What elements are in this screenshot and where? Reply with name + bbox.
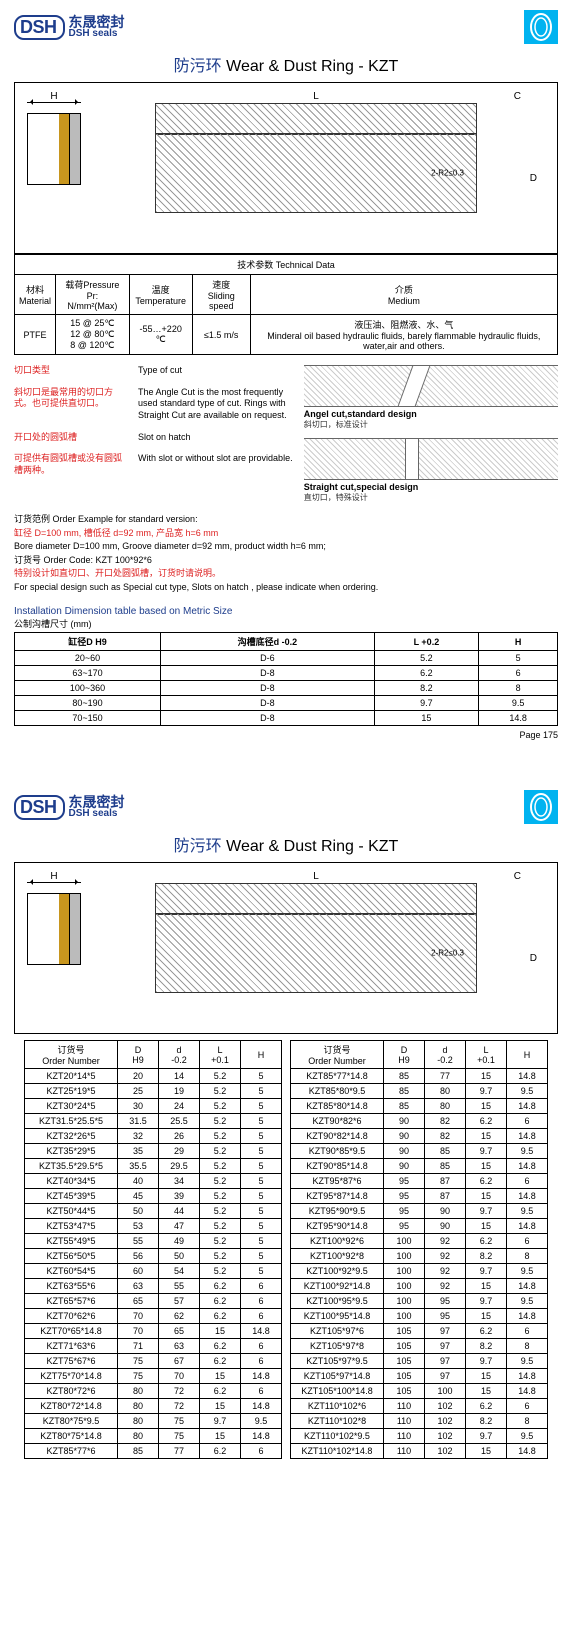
cut-h2-cn: 开口处的圆弧槽	[14, 432, 124, 444]
angle-en: Angel cut,standard design	[304, 409, 417, 419]
page-2: DSH 东晟密封 DSH seals 防污环 Wear & Dust Ring …	[0, 780, 572, 1469]
logo-right-icon	[524, 10, 558, 44]
dim-table: 缸径D H9沟槽底径d -0.2L +0.2H20~60D-65.2563~17…	[14, 632, 558, 726]
angle-cn: 斜切口，标准设计	[304, 420, 368, 429]
cut-h2-en: Slot on hatch	[138, 432, 294, 444]
install-header: Installation Dimension table based on Me…	[14, 606, 558, 617]
tech-diagram: H L C 2-R2≤0.3 D	[14, 862, 558, 1034]
dim-L: L	[313, 91, 319, 102]
cut-h-cn: 切口类型	[14, 365, 124, 377]
order-example: 订货范例 Order Example for standard version:…	[14, 513, 558, 594]
straight-en: Straight cut,special design	[304, 482, 419, 492]
install-sub: 公制沟槽尺寸 (mm)	[14, 617, 558, 630]
straight-cut-diagram	[304, 438, 558, 480]
cut-section: 切口类型 Type of cut 斜切口是最常用的切口方式。也可提供直切口。 The…	[14, 365, 558, 503]
dim-H: H	[27, 91, 81, 102]
cut-p1-en: The Angle Cut is the most frequently use…	[138, 387, 294, 422]
logo-en: DSH seals	[69, 29, 125, 39]
logo-dsh: DSH	[14, 795, 65, 820]
straight-cn: 直切口，特殊设计	[304, 493, 368, 502]
page-1: DSH 东晟密封 DSH seals 防污环 Wear & Dust Ring …	[0, 0, 572, 750]
order-table-right: 订货号Order NumberDH9d-0.2L+0.1HKZT85*77*14…	[290, 1040, 548, 1459]
page-title: 防污环 Wear & Dust Ring - KZT	[14, 52, 558, 76]
cut-h-en: Type of cut	[138, 365, 294, 377]
cut-p2-cn: 可提供有圆弧槽或没有圆弧槽两种。	[14, 453, 124, 476]
logo-left: DSH 东晟密封 DSH seals	[14, 15, 125, 40]
logo-right-icon	[524, 790, 558, 824]
order-table-left: 订货号Order NumberDH9d-0.2L+0.1HKZT20*14*52…	[24, 1040, 282, 1459]
dim-D: D	[530, 173, 537, 184]
page-number: Page 175	[14, 730, 558, 740]
dim-C: C	[514, 91, 521, 102]
angle-cut-diagram	[304, 365, 558, 407]
tech-diagram: H L C 2-R2≤0.3 D	[14, 82, 558, 254]
logo-cn: 东晟密封	[69, 15, 125, 29]
tech-header: 技术参数 Technical Data	[15, 255, 558, 275]
diagram-note: 2-R2≤0.3	[431, 169, 464, 178]
cut-p2-en: With slot or without slot are providable…	[138, 453, 294, 476]
header: DSH 东晟密封 DSH seals	[14, 10, 558, 44]
cut-p1-cn: 斜切口是最常用的切口方式。也可提供直切口。	[14, 387, 124, 422]
logo-dsh: DSH	[14, 15, 65, 40]
tech-table: 技术参数 Technical Data 材料Material载荷Pressure…	[14, 254, 558, 355]
order-tables: 订货号Order NumberDH9d-0.2L+0.1HKZT20*14*52…	[14, 1040, 558, 1459]
